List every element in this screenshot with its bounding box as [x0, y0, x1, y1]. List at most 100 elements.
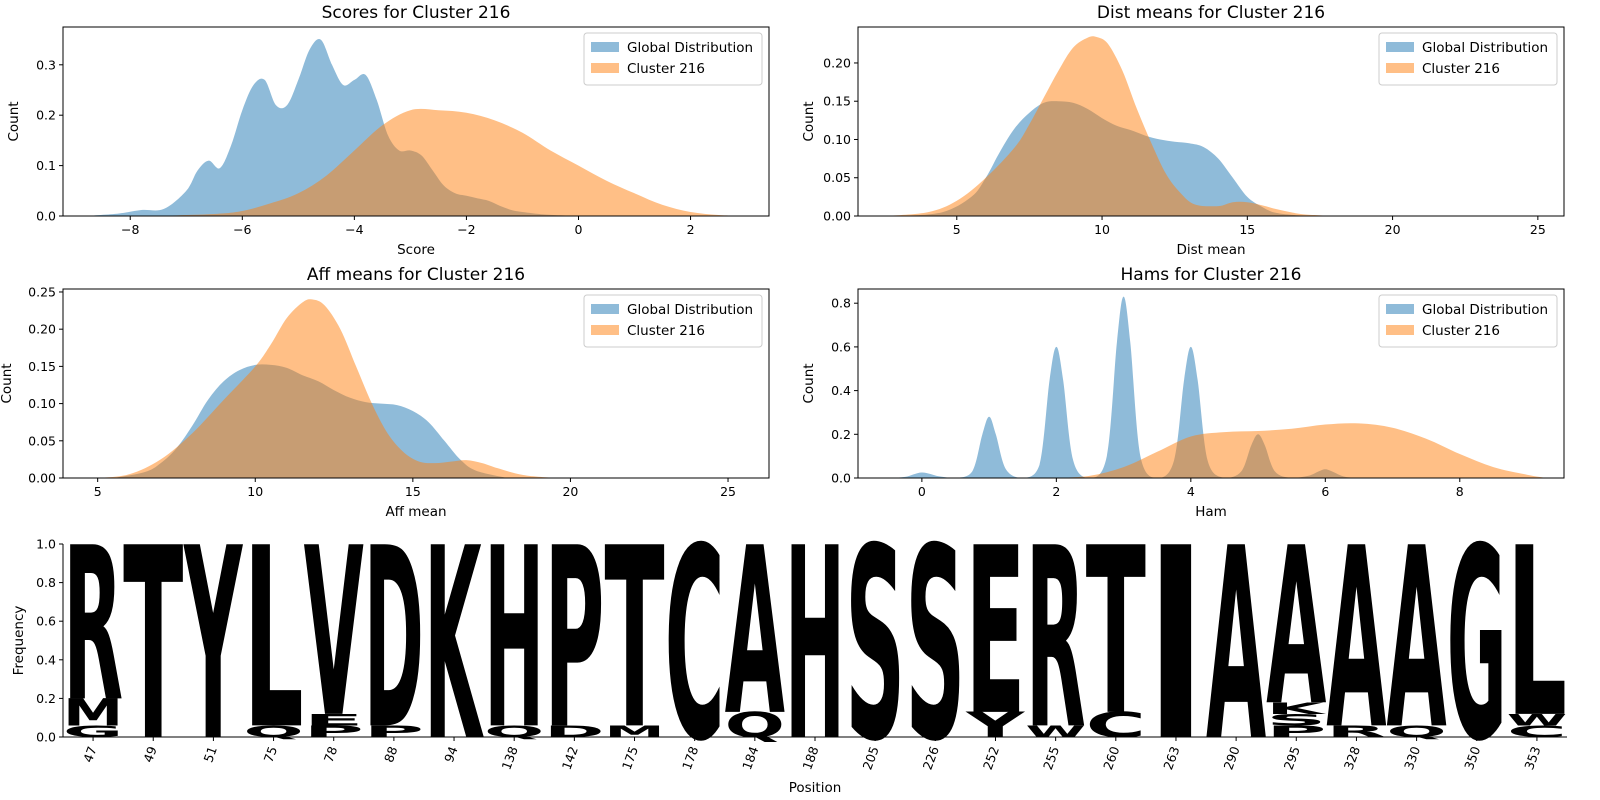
- y-tick-label: 0.05: [28, 433, 56, 448]
- y-tick-label: 0.6: [36, 614, 56, 629]
- legend-box: [583, 32, 763, 86]
- cluster-area: [884, 36, 1335, 216]
- legend-swatch: [1386, 63, 1414, 73]
- logo-letter-R: R: [1026, 496, 1086, 785]
- x-tick-label: 25: [720, 484, 736, 499]
- logo-letter-P: P: [364, 722, 424, 741]
- logo-letter-A: A: [1206, 491, 1266, 799]
- legend-entry: Global Distribution: [1422, 302, 1548, 318]
- density-panel-2: Dist means for Cluster 216 5 10 15 20 25 0.00 0…: [801, 3, 1565, 258]
- axes-frame: [857, 26, 1565, 217]
- logo-letter-A: A: [1387, 496, 1447, 785]
- x-tick-label: 25: [1530, 222, 1546, 237]
- logo-letter-I: I: [1146, 492, 1206, 800]
- logo-letter-V: V: [304, 498, 364, 769]
- y-tick-label: 0.0: [831, 471, 851, 486]
- x-tick-label: 2: [687, 222, 695, 237]
- y-tick-label: 0.2: [36, 691, 56, 706]
- legend: Global Distribution Cluster 216: [583, 294, 763, 348]
- legend-entry: Cluster 216: [1422, 323, 1500, 339]
- cluster-area: [1056, 423, 1548, 478]
- y-axis-label: Count: [0, 363, 15, 403]
- x-tick-label: 5: [953, 222, 961, 237]
- legend-entry: Global Distribution: [627, 302, 753, 318]
- logo-letter-A: A: [725, 500, 785, 767]
- legend-swatch: [1386, 42, 1414, 52]
- logo-letter-S: S: [845, 493, 905, 800]
- chart-title: Dist means for Cluster 216: [1097, 3, 1325, 23]
- y-tick-label: 0.2: [831, 427, 851, 442]
- logo-letter-Q: Q: [484, 722, 544, 741]
- legend-box: [1378, 32, 1558, 86]
- logo-letter-P: P: [1266, 722, 1326, 741]
- position-tick-label: 51: [200, 744, 220, 764]
- legend: Global Distribution Cluster 216: [1378, 294, 1558, 348]
- position-tick-label: 78: [321, 744, 341, 764]
- logo-letter-C: C: [665, 493, 725, 800]
- legend: Global Distribution Cluster 216: [1378, 32, 1558, 86]
- logo-letter-W: W: [1507, 711, 1567, 729]
- y-tick-label: 0.10: [823, 132, 851, 147]
- logo-letter-G: G: [63, 722, 123, 741]
- chart-title: Aff means for Cluster 216: [307, 265, 525, 285]
- x-tick-label: 0: [918, 484, 926, 499]
- legend: Global Distribution Cluster 216: [583, 32, 763, 86]
- logo-letter-D: D: [544, 722, 604, 740]
- x-tick-label: −8: [121, 222, 139, 237]
- y-tick-label: 0.2: [36, 108, 56, 123]
- logo-letter-A: A: [1266, 503, 1326, 755]
- legend-swatch: [1386, 304, 1414, 314]
- legend-entry: Global Distribution: [1422, 40, 1548, 56]
- cluster-area: [152, 108, 747, 216]
- y-axis-label: Count: [6, 101, 22, 141]
- x-tick-label: −6: [233, 222, 251, 237]
- chart-title: Hams for Cluster 216: [1121, 265, 1302, 285]
- x-tick-label: −4: [345, 222, 363, 237]
- legend-swatch: [591, 42, 619, 52]
- legend-entry: Cluster 216: [627, 61, 705, 77]
- y-tick-label: 1.0: [36, 537, 56, 552]
- legend-box: [583, 294, 763, 348]
- x-tick-label: 0: [575, 222, 583, 237]
- y-tick-label: 0.1: [36, 158, 56, 173]
- position-tick-label: 47: [80, 744, 100, 764]
- logo-letter-P: P: [544, 494, 604, 784]
- logo-letter-M: M: [604, 723, 664, 741]
- y-tick-label: 0.00: [823, 209, 851, 224]
- logo-letter-M: M: [63, 691, 123, 735]
- logo-letter-K: K: [1266, 699, 1327, 718]
- logo-letter-H: H: [785, 491, 845, 799]
- logo-letter-L: L: [243, 497, 303, 785]
- y-axis-label: Count: [801, 101, 817, 141]
- cluster-area: [97, 299, 555, 478]
- y-tick-label: 0.10: [28, 396, 56, 411]
- logo-letter-T: T: [123, 493, 183, 800]
- y-tick-label: 0.0: [36, 209, 56, 224]
- logo-letter-D: D: [364, 496, 424, 785]
- y-tick-label: 0.05: [823, 170, 851, 185]
- y-tick-label: 0.0: [36, 730, 56, 745]
- y-tick-label: 0.25: [28, 284, 56, 299]
- logo-letter-Q: Q: [1387, 722, 1447, 741]
- x-tick-label: 5: [94, 484, 102, 499]
- logo-letter-L: L: [1507, 498, 1567, 769]
- y-axis-label: Count: [801, 363, 817, 403]
- axes-frame: [62, 26, 770, 217]
- y-tick-label: 0.4: [36, 652, 56, 667]
- x-tick-label: 10: [1094, 222, 1110, 237]
- y-tick-label: 0.8: [36, 575, 56, 590]
- legend-swatch: [591, 63, 619, 73]
- x-tick-label: 15: [405, 484, 421, 499]
- y-tick-label: 0.8: [831, 296, 851, 311]
- legend-entry: Global Distribution: [627, 40, 753, 56]
- y-tick-label: 0.20: [28, 322, 56, 337]
- x-axis-label: Dist mean: [1176, 242, 1245, 258]
- x-axis-label: Position: [789, 780, 842, 796]
- density-panel-1: Scores for Cluster 216 −8 −6 −4 −2 0 2 0.0 0.1 0.…: [6, 3, 770, 258]
- position-tick-label: 75: [261, 744, 281, 764]
- y-axis-label: Frequency: [11, 606, 27, 676]
- density-panel-3: Aff means for Cluster 216 5 10 15 20 25 0.00 0.…: [0, 265, 770, 520]
- global-distribution-area: [888, 296, 1366, 478]
- x-axis-label: Ham: [1195, 504, 1227, 520]
